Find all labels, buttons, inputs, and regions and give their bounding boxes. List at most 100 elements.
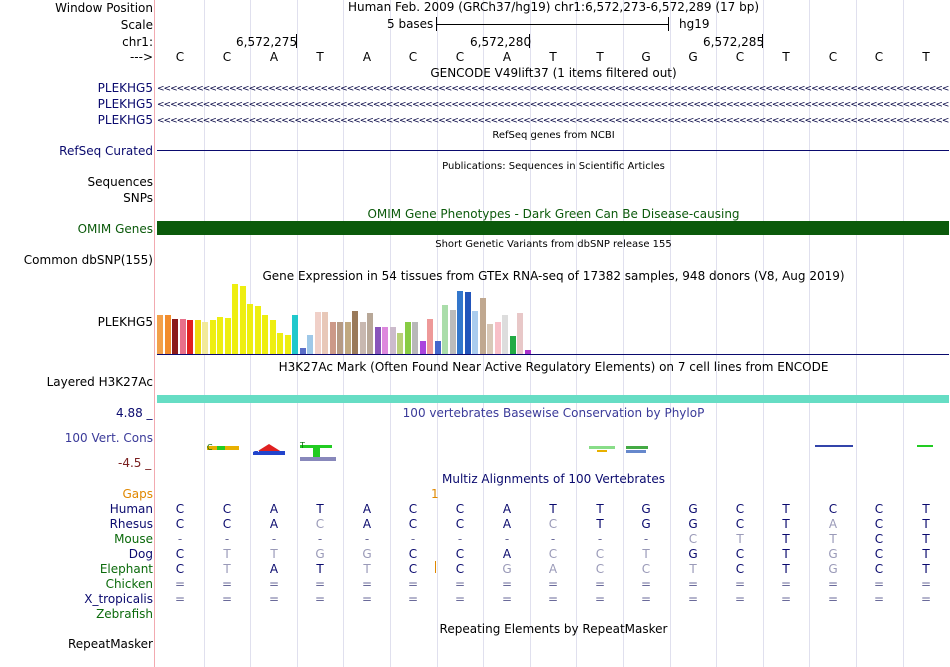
gtex-tissue-bar[interactable] (157, 315, 163, 354)
gtex-tissue-bar[interactable] (517, 313, 523, 354)
omim-title[interactable]: OMIM Gene Phenotypes - Dark Green Can Be… (367, 207, 740, 221)
multiz-base: T (223, 562, 231, 576)
multiz-base: A (269, 517, 279, 531)
gtex-tissue-bar[interactable] (397, 333, 403, 354)
multiz-species-label[interactable]: Mouse (114, 532, 153, 546)
gtex-tissue-bar[interactable] (405, 322, 411, 354)
gencode-title[interactable]: GENCODE V49lift37 (1 items filtered out) (430, 66, 677, 80)
phylop-logo[interactable]: C A T (157, 440, 950, 466)
gtex-tissue-bar[interactable] (442, 305, 448, 354)
multiz-base: G (828, 562, 838, 576)
gtex-tissue-bar[interactable] (487, 324, 493, 354)
phylop-title[interactable]: 100 vertebrates Basewise Conservation by… (402, 406, 705, 420)
gtex-tissue-bar[interactable] (345, 322, 351, 354)
gtex-tissue-bar[interactable] (337, 322, 343, 354)
phylop-mark (589, 446, 615, 449)
gtex-tissue-bar[interactable] (270, 320, 276, 354)
gtex-tissue-bar[interactable] (277, 333, 283, 354)
gtex-tissue-bar[interactable] (480, 298, 486, 354)
gtex-tissue-bar[interactable] (502, 315, 508, 354)
gtex-tissue-bar[interactable] (427, 319, 433, 354)
gtex-tissue-bar[interactable] (210, 320, 216, 354)
gencode-transcript[interactable]: <<<<<<<<<<<<<<<<<<<<<<<<<<<<<<<<<<<<<<<<… (157, 116, 949, 126)
gtex-tissue-bar[interactable] (240, 286, 246, 354)
gtex-tissue-bar[interactable] (307, 335, 313, 354)
gtex-tissue-bar[interactable] (262, 315, 268, 354)
gtex-tissue-bar[interactable] (367, 313, 373, 354)
gtex-tissue-bar[interactable] (292, 315, 298, 354)
gtex-tissue-bar[interactable] (510, 336, 516, 354)
gtex-tissue-bar[interactable] (225, 318, 231, 354)
dbsnp-title[interactable]: Short Genetic Variants from dbSNP releas… (435, 239, 672, 250)
omim-label[interactable]: OMIM Genes (77, 222, 153, 236)
h3k27ac-label[interactable]: Layered H3K27Ac (46, 375, 153, 389)
pubs-title[interactable]: Publications: Sequences in Scientific Ar… (442, 161, 665, 172)
gencode-transcript[interactable]: <<<<<<<<<<<<<<<<<<<<<<<<<<<<<<<<<<<<<<<<… (157, 84, 949, 94)
gtex-tissue-bar[interactable] (180, 319, 186, 354)
coord-tick (762, 34, 763, 48)
gtex-tissue-bar[interactable] (195, 320, 201, 354)
gtex-tissue-bar[interactable] (255, 306, 261, 354)
gtex-tissue-bar[interactable] (247, 304, 253, 354)
multiz-species-label[interactable]: Chicken (105, 577, 153, 591)
multiz-gaps-label[interactable]: Gaps (122, 487, 153, 501)
gtex-tissue-bar[interactable] (165, 315, 171, 354)
gtex-tissue-bar[interactable] (390, 327, 396, 354)
gtex-tissue-bar[interactable] (330, 322, 336, 354)
refseq-label[interactable]: RefSeq Curated (59, 144, 153, 158)
gtex-title[interactable]: Gene Expression in 54 tissues from GTEx … (262, 269, 845, 283)
scale-value: 5 bases (387, 17, 434, 31)
gencode-gene-label[interactable]: PLEKHG5 (97, 81, 153, 95)
dbsnp-label[interactable]: Common dbSNP(155) (23, 253, 153, 267)
gtex-gene-label[interactable]: PLEKHG5 (97, 315, 153, 329)
pubs-snps-label[interactable]: SNPs (123, 191, 153, 205)
gtex-tissue-bar[interactable] (465, 292, 471, 354)
multiz-species-label[interactable]: X_tropicalis (84, 592, 153, 606)
gtex-tissue-bar[interactable] (420, 341, 426, 354)
multiz-species-label[interactable]: Elephant (99, 562, 153, 576)
gtex-tissue-bar[interactable] (382, 327, 388, 354)
gtex-tissue-bar[interactable] (172, 319, 178, 354)
multiz-title[interactable]: Multiz Alignments of 100 Vertebrates (441, 472, 666, 486)
gencode-gene-label[interactable]: PLEKHG5 (97, 97, 153, 111)
gtex-tissue-bar[interactable] (495, 322, 501, 354)
gtex-tissue-bar[interactable] (375, 327, 381, 354)
multiz-species-label[interactable]: Rhesus (109, 517, 153, 531)
gtex-tissue-bar[interactable] (300, 348, 306, 354)
h3k27ac-title[interactable]: H3K27Ac Mark (Often Found Near Active Re… (278, 360, 829, 374)
gtex-tissue-bar[interactable] (285, 335, 291, 354)
gtex-tissue-bar[interactable] (472, 311, 478, 354)
gtex-tissue-bar[interactable] (232, 284, 238, 354)
multiz-species-label[interactable]: Zebrafish (96, 607, 153, 621)
gencode-transcript[interactable]: <<<<<<<<<<<<<<<<<<<<<<<<<<<<<<<<<<<<<<<<… (157, 100, 949, 110)
gtex-tissue-bar[interactable] (187, 320, 193, 354)
gtex-tissue-bar[interactable] (322, 312, 328, 354)
multiz-species-label[interactable]: Human (109, 502, 153, 516)
refseq-title[interactable]: RefSeq genes from NCBI (492, 130, 615, 141)
rmsk-title[interactable]: Repeating Elements by RepeatMasker (439, 622, 668, 636)
multiz-base: C (641, 562, 651, 576)
gtex-tissue-bar[interactable] (352, 311, 358, 354)
gtex-tissue-bar[interactable] (315, 312, 321, 354)
omim-feature-bar[interactable] (157, 221, 949, 235)
phylop-label[interactable]: 100 Vert. Cons (64, 431, 153, 445)
multiz-base: A (502, 517, 512, 531)
rmsk-label[interactable]: RepeatMasker (67, 637, 153, 651)
gtex-tissue-bar[interactable] (202, 322, 208, 354)
base-gridline (343, 0, 344, 667)
gtex-tissue-bar[interactable] (412, 322, 418, 354)
gencode-gene-label[interactable]: PLEKHG5 (97, 113, 153, 127)
gtex-tissue-bar[interactable] (435, 341, 441, 354)
refseq-transcript[interactable] (157, 150, 949, 151)
gtex-tissue-bar[interactable] (525, 350, 531, 354)
pubs-sequences-label[interactable]: Sequences (87, 175, 153, 189)
gtex-tissue-bar[interactable] (360, 322, 366, 354)
h3k27ac-signal[interactable] (157, 395, 949, 403)
gtex-tissue-bar[interactable] (457, 291, 463, 354)
multiz-base: - (177, 532, 183, 546)
gtex-tissue-bar[interactable] (217, 317, 223, 354)
multiz-species-label[interactable]: Dog (128, 547, 153, 561)
multiz-base: C (874, 547, 884, 561)
gtex-tissue-bar[interactable] (450, 310, 456, 354)
base-letter: C (735, 50, 745, 64)
